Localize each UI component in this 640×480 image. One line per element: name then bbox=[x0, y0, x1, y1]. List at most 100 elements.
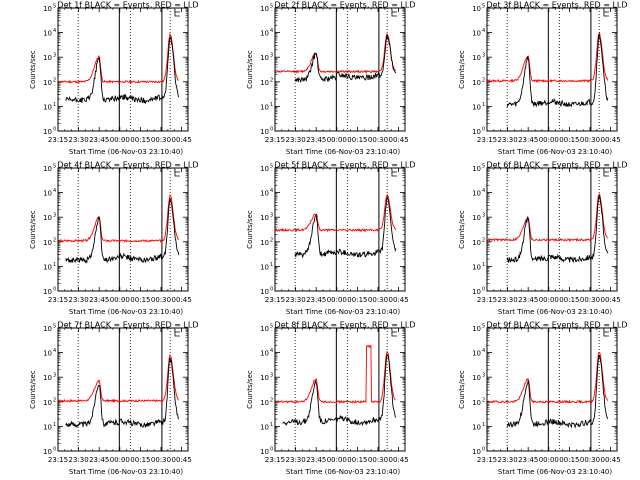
plot-frame bbox=[486, 167, 618, 292]
x-tick-label: 23:30 bbox=[69, 136, 89, 144]
y-tick-label: 10 bbox=[260, 325, 269, 333]
subplot-title: Det 7f BLACK = Events, RED = LLD bbox=[57, 321, 198, 330]
y-tick-label: 10 bbox=[43, 263, 52, 271]
y-tick-label: 10 bbox=[472, 239, 481, 247]
bracket-mark bbox=[174, 329, 180, 337]
y-axis-label: Counts/sec bbox=[246, 50, 254, 89]
x-tick-label: 23:45 bbox=[89, 456, 109, 464]
y-tick-exponent: 1 bbox=[53, 102, 56, 108]
series-lld-line bbox=[57, 32, 179, 84]
y-tick-exponent: 1 bbox=[482, 262, 485, 268]
y-tick-label: 10 bbox=[260, 448, 269, 456]
y-tick-exponent: 2 bbox=[482, 77, 485, 83]
x-tick-label: 00:00 bbox=[539, 136, 559, 144]
x-tick-label: 00:00 bbox=[539, 296, 559, 304]
y-tick-exponent: 1 bbox=[270, 422, 273, 428]
y-tick-label: 10 bbox=[260, 165, 269, 173]
y-axis-label: Counts/sec bbox=[29, 50, 37, 89]
y-tick-label: 10 bbox=[472, 54, 481, 62]
y-tick-exponent: 0 bbox=[53, 447, 56, 453]
x-tick-label: 00:45 bbox=[171, 296, 191, 304]
y-tick-exponent: 2 bbox=[482, 397, 485, 403]
series-events-line bbox=[294, 34, 397, 83]
bracket-mark bbox=[174, 9, 180, 17]
y-tick-exponent: 0 bbox=[270, 287, 273, 293]
y-tick-exponent: 3 bbox=[53, 213, 56, 219]
y-tick-exponent: 4 bbox=[270, 348, 273, 354]
x-tick-label: 00:45 bbox=[171, 456, 191, 464]
x-tick-label: 00:45 bbox=[600, 296, 620, 304]
y-tick-label: 10 bbox=[43, 288, 52, 296]
x-tick-label: 23:30 bbox=[498, 296, 518, 304]
x-tick-label: 00:30 bbox=[368, 456, 388, 464]
y-tick-label: 10 bbox=[43, 374, 52, 382]
x-tick-label: 00:00 bbox=[327, 296, 347, 304]
y-tick-label: 10 bbox=[472, 423, 481, 431]
y-tick-label: 10 bbox=[260, 239, 269, 247]
y-tick-exponent: 0 bbox=[53, 287, 56, 293]
y-tick-exponent: 0 bbox=[53, 127, 56, 133]
y-tick-exponent: 2 bbox=[270, 237, 273, 243]
y-tick-label: 10 bbox=[260, 399, 269, 407]
y-tick-exponent: 4 bbox=[270, 188, 273, 194]
series-lld-line bbox=[57, 353, 179, 404]
y-tick-label: 10 bbox=[472, 288, 481, 296]
x-tick-label: 00:15 bbox=[559, 296, 579, 304]
y-tick-label: 10 bbox=[43, 165, 52, 173]
y-tick-exponent: 2 bbox=[53, 237, 56, 243]
y-tick-exponent: 5 bbox=[482, 4, 485, 10]
y-tick-exponent: 4 bbox=[482, 188, 485, 194]
y-tick-exponent: 0 bbox=[482, 127, 485, 133]
y-tick-label: 10 bbox=[260, 374, 269, 382]
y-tick-exponent: 1 bbox=[482, 102, 485, 108]
x-tick-label: 00:15 bbox=[347, 296, 367, 304]
x-tick-label: 00:45 bbox=[600, 136, 620, 144]
y-axis-label: Counts/sec bbox=[246, 370, 254, 409]
y-tick-label: 10 bbox=[260, 350, 269, 358]
x-tick-label: 00:00 bbox=[110, 456, 130, 464]
x-tick-label: 00:15 bbox=[559, 456, 579, 464]
y-tick-label: 10 bbox=[472, 190, 481, 198]
y-tick-exponent: 3 bbox=[53, 53, 56, 59]
series-events-line bbox=[506, 195, 609, 263]
y-tick-exponent: 5 bbox=[53, 324, 56, 330]
x-tick-label: 00:45 bbox=[388, 136, 408, 144]
bracket-mark bbox=[603, 169, 609, 177]
x-tick-label: 00:00 bbox=[110, 296, 130, 304]
y-tick-exponent: 0 bbox=[482, 287, 485, 293]
series-events-line bbox=[506, 354, 609, 429]
y-tick-exponent: 2 bbox=[482, 237, 485, 243]
bracket-mark bbox=[174, 169, 180, 177]
series-lld-line bbox=[487, 351, 609, 405]
y-tick-exponent: 2 bbox=[270, 397, 273, 403]
y-tick-exponent: 4 bbox=[53, 188, 56, 194]
y-axis-label: Counts/sec bbox=[458, 210, 466, 249]
y-tick-label: 10 bbox=[260, 423, 269, 431]
x-tick-label: 23:45 bbox=[306, 456, 326, 464]
subplot-title: Det 5f BLACK = Events, RED = LLD bbox=[274, 161, 415, 170]
subplot-title: Det 4f BLACK = Events, RED = LLD bbox=[57, 161, 198, 170]
y-tick-exponent: 5 bbox=[270, 4, 273, 10]
x-tick-label: 00:30 bbox=[151, 456, 171, 464]
x-tick-label: 23:30 bbox=[69, 456, 89, 464]
y-tick-label: 10 bbox=[472, 79, 481, 87]
subplot-title: Det 2f BLACK = Events, RED = LLD bbox=[274, 1, 415, 10]
x-tick-label: 23:15 bbox=[48, 136, 68, 144]
y-tick-label: 10 bbox=[43, 54, 52, 62]
x-tick-label: 00:15 bbox=[347, 456, 367, 464]
x-tick-label: 23:15 bbox=[477, 136, 497, 144]
y-tick-exponent: 3 bbox=[270, 213, 273, 219]
y-tick-label: 10 bbox=[43, 239, 52, 247]
plot-frame bbox=[486, 7, 618, 132]
x-tick-label: 23:30 bbox=[286, 296, 306, 304]
y-tick-exponent: 3 bbox=[270, 373, 273, 379]
subplot-3: Det 3f BLACK = Events, RED = LLD Counts/s… bbox=[458, 1, 628, 157]
x-axis-label: Start Time (06-Nov-03 23:10:40) bbox=[69, 468, 183, 476]
x-tick-label: 00:00 bbox=[110, 136, 130, 144]
subplot-5: Det 5f BLACK = Events, RED = LLD Counts/s… bbox=[246, 161, 416, 317]
x-tick-label: 23:15 bbox=[265, 136, 285, 144]
y-tick-label: 10 bbox=[43, 128, 52, 136]
subplot-7: Det 7f BLACK = Events, RED = LLD Counts/s… bbox=[29, 321, 199, 477]
x-axis-label: Start Time (06-Nov-03 23:10:40) bbox=[498, 308, 612, 316]
